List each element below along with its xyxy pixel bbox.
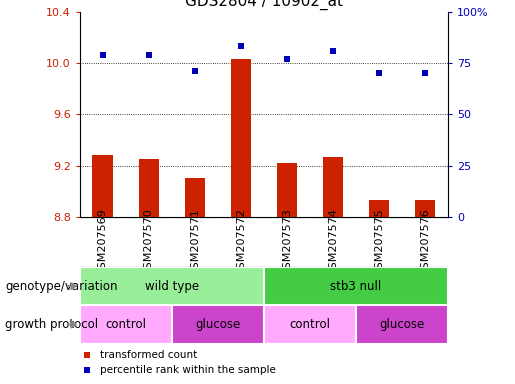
- Point: [83, 352, 91, 358]
- Text: GSM207570: GSM207570: [144, 208, 154, 276]
- Point: [283, 56, 291, 62]
- Point: [329, 48, 337, 54]
- Text: GSM207576: GSM207576: [420, 208, 430, 276]
- Bar: [369, 200, 389, 217]
- Text: GSM207574: GSM207574: [328, 208, 338, 276]
- Bar: [93, 156, 113, 217]
- Bar: [80, 305, 172, 344]
- Bar: [415, 200, 435, 217]
- Bar: [264, 305, 356, 344]
- Point: [191, 68, 199, 74]
- Bar: [184, 179, 205, 217]
- Text: control: control: [289, 318, 331, 331]
- Text: glucose: glucose: [195, 318, 241, 331]
- Text: control: control: [106, 318, 146, 331]
- Text: GSM207575: GSM207575: [374, 208, 384, 276]
- Bar: [231, 59, 251, 217]
- Text: GSM207572: GSM207572: [236, 208, 246, 276]
- Bar: [172, 305, 264, 344]
- Bar: [356, 305, 448, 344]
- Text: GSM207573: GSM207573: [282, 208, 292, 276]
- Title: GDS2804 / 10902_at: GDS2804 / 10902_at: [185, 0, 343, 10]
- Bar: [264, 267, 448, 305]
- Point: [421, 70, 429, 76]
- Point: [375, 70, 383, 76]
- Text: growth protocol: growth protocol: [5, 318, 98, 331]
- Text: wild type: wild type: [145, 280, 199, 293]
- Point: [83, 367, 91, 374]
- Text: GSM207571: GSM207571: [190, 208, 200, 276]
- Text: glucose: glucose: [380, 318, 425, 331]
- Point: [145, 51, 153, 58]
- Bar: [322, 157, 344, 217]
- Bar: [80, 267, 264, 305]
- Bar: [139, 159, 159, 217]
- Text: stb3 null: stb3 null: [330, 280, 382, 293]
- Point: [99, 51, 107, 58]
- Bar: [277, 163, 297, 217]
- Text: percentile rank within the sample: percentile rank within the sample: [100, 366, 276, 376]
- Text: genotype/variation: genotype/variation: [5, 280, 117, 293]
- Text: transformed count: transformed count: [100, 350, 197, 360]
- Point: [237, 43, 245, 50]
- Text: GSM207569: GSM207569: [98, 208, 108, 276]
